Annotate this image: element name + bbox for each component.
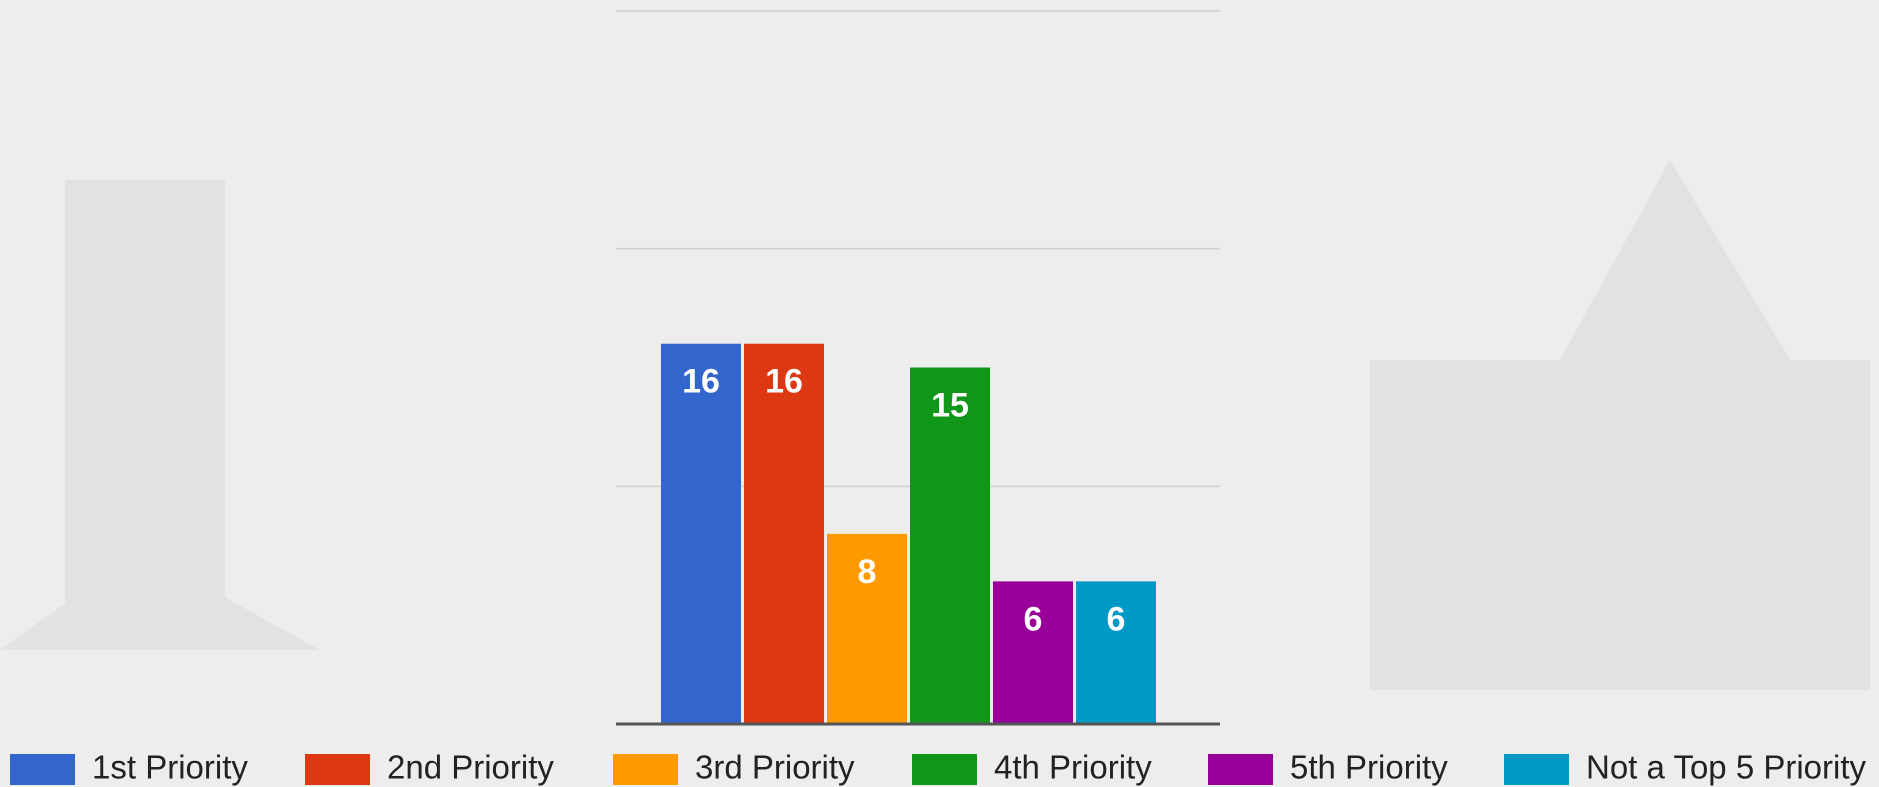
chart: 16 16 8 15 6 6 1st Priority 2nd Priority 3rd Pri… xyxy=(0,0,1879,787)
legend-swatch xyxy=(613,754,678,785)
legend-swatch xyxy=(1504,754,1569,785)
page: 16 16 8 15 6 6 1st Priority 2nd Priority 3rd Pri… xyxy=(0,0,1879,787)
legend-label: 2nd Priority xyxy=(387,749,554,786)
legend-label: 5th Priority xyxy=(1290,749,1448,786)
data-label: 16 xyxy=(682,363,720,401)
legend-swatch xyxy=(10,754,75,785)
legend-swatch xyxy=(1208,754,1273,785)
bar xyxy=(661,344,741,724)
data-label: 6 xyxy=(1024,600,1043,638)
data-label: 6 xyxy=(1107,600,1126,638)
bar xyxy=(744,344,824,724)
legend-label: 3rd Priority xyxy=(695,749,855,786)
legend-swatch xyxy=(305,754,370,785)
legend-label: 4th Priority xyxy=(994,749,1152,786)
legend-label: Not a Top 5 Priority xyxy=(1586,749,1867,786)
data-label: 8 xyxy=(858,553,877,591)
legend-swatch xyxy=(912,754,977,785)
legend-label: 1st Priority xyxy=(92,749,248,786)
data-label: 15 xyxy=(931,386,969,424)
data-label: 16 xyxy=(765,363,803,401)
